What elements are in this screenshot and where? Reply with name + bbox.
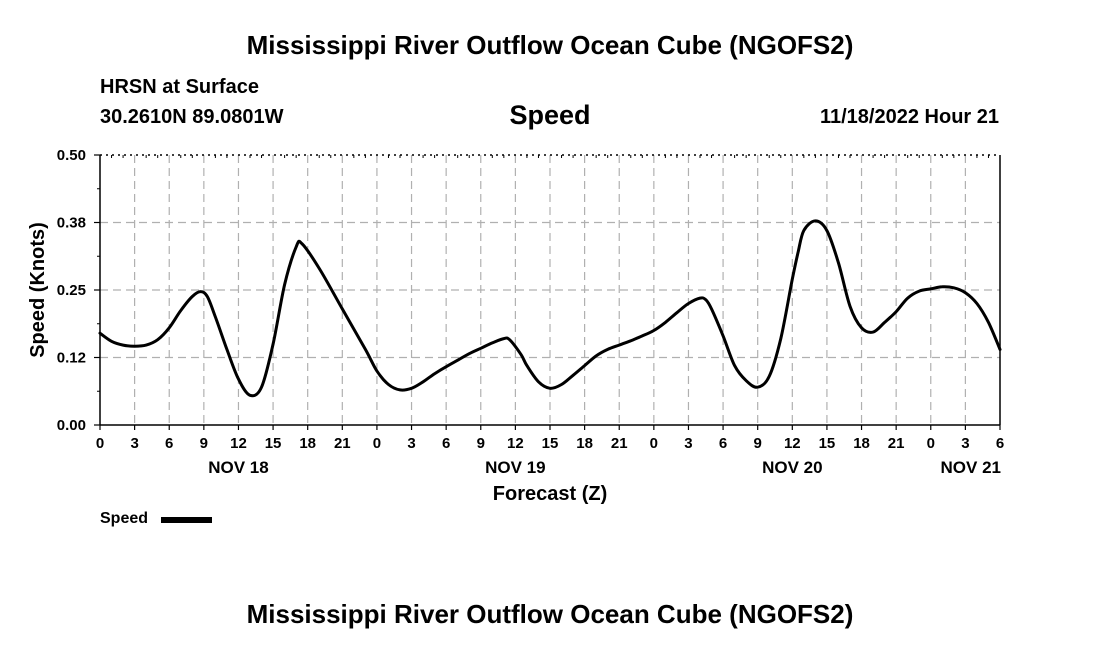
x-tick-label: 3: [130, 435, 138, 452]
x-tick-label: 9: [477, 435, 485, 452]
x-tick-label: 0: [650, 435, 658, 452]
x-tick-label: 6: [719, 435, 727, 452]
x-tick-label: 6: [165, 435, 173, 452]
x-tick-label: 12: [230, 435, 247, 452]
x-tick-label: 18: [299, 435, 316, 452]
x-tick-label: 3: [407, 435, 415, 452]
legend-swatch: [161, 517, 212, 523]
y-tick-label: 0.12: [57, 350, 86, 367]
series-line-speed: [98, 219, 1002, 398]
y-tick-label: 0.25: [57, 282, 86, 299]
x-tick-label: 21: [334, 435, 351, 452]
y-tick-label: 0.00: [57, 417, 86, 434]
y-tick-label: 0.38: [57, 215, 86, 232]
x-tick-label: 6: [996, 435, 1004, 452]
x-tick-label: 0: [373, 435, 381, 452]
x-tick-label: 12: [784, 435, 801, 452]
variable-title: Speed: [509, 100, 591, 130]
x-tick-label: 18: [576, 435, 593, 452]
x-tick-label: 18: [853, 435, 870, 452]
x-tick-label: 21: [611, 435, 628, 452]
x-tick-label: 6: [442, 435, 450, 452]
chart-main-title: Mississippi River Outflow Ocean Cube (NG…: [246, 30, 854, 60]
datetime-label: 11/18/2022 Hour 21: [819, 106, 999, 128]
coordinates-label: 30.2610N 89.0801W: [100, 106, 284, 128]
day-label: NOV 20: [762, 458, 822, 477]
day-label: NOV 18: [208, 458, 268, 477]
x-tick-label: 15: [819, 435, 836, 452]
footer-title: Mississippi River Outflow Ocean Cube (NG…: [246, 599, 854, 629]
station-label: HRSN at Surface: [100, 76, 259, 98]
x-tick-label: 3: [684, 435, 692, 452]
legend-label: Speed: [100, 510, 149, 527]
y-tick-label: 0.50: [57, 147, 86, 164]
x-tick-label: 15: [542, 435, 559, 452]
x-tick-label: 0: [96, 435, 104, 452]
day-label: NOV 21: [941, 458, 1001, 477]
x-tick-label: 0: [927, 435, 935, 452]
x-tick-label: 3: [961, 435, 969, 452]
x-tick-label: 9: [200, 435, 208, 452]
x-tick-label: 21: [888, 435, 905, 452]
day-label: NOV 19: [485, 458, 545, 477]
x-tick-label: 15: [265, 435, 282, 452]
x-tick-label: 9: [754, 435, 762, 452]
y-axis-title: Speed (Knots): [27, 222, 49, 358]
x-axis-title: Forecast (Z): [493, 483, 607, 505]
x-tick-label: 12: [507, 435, 524, 452]
